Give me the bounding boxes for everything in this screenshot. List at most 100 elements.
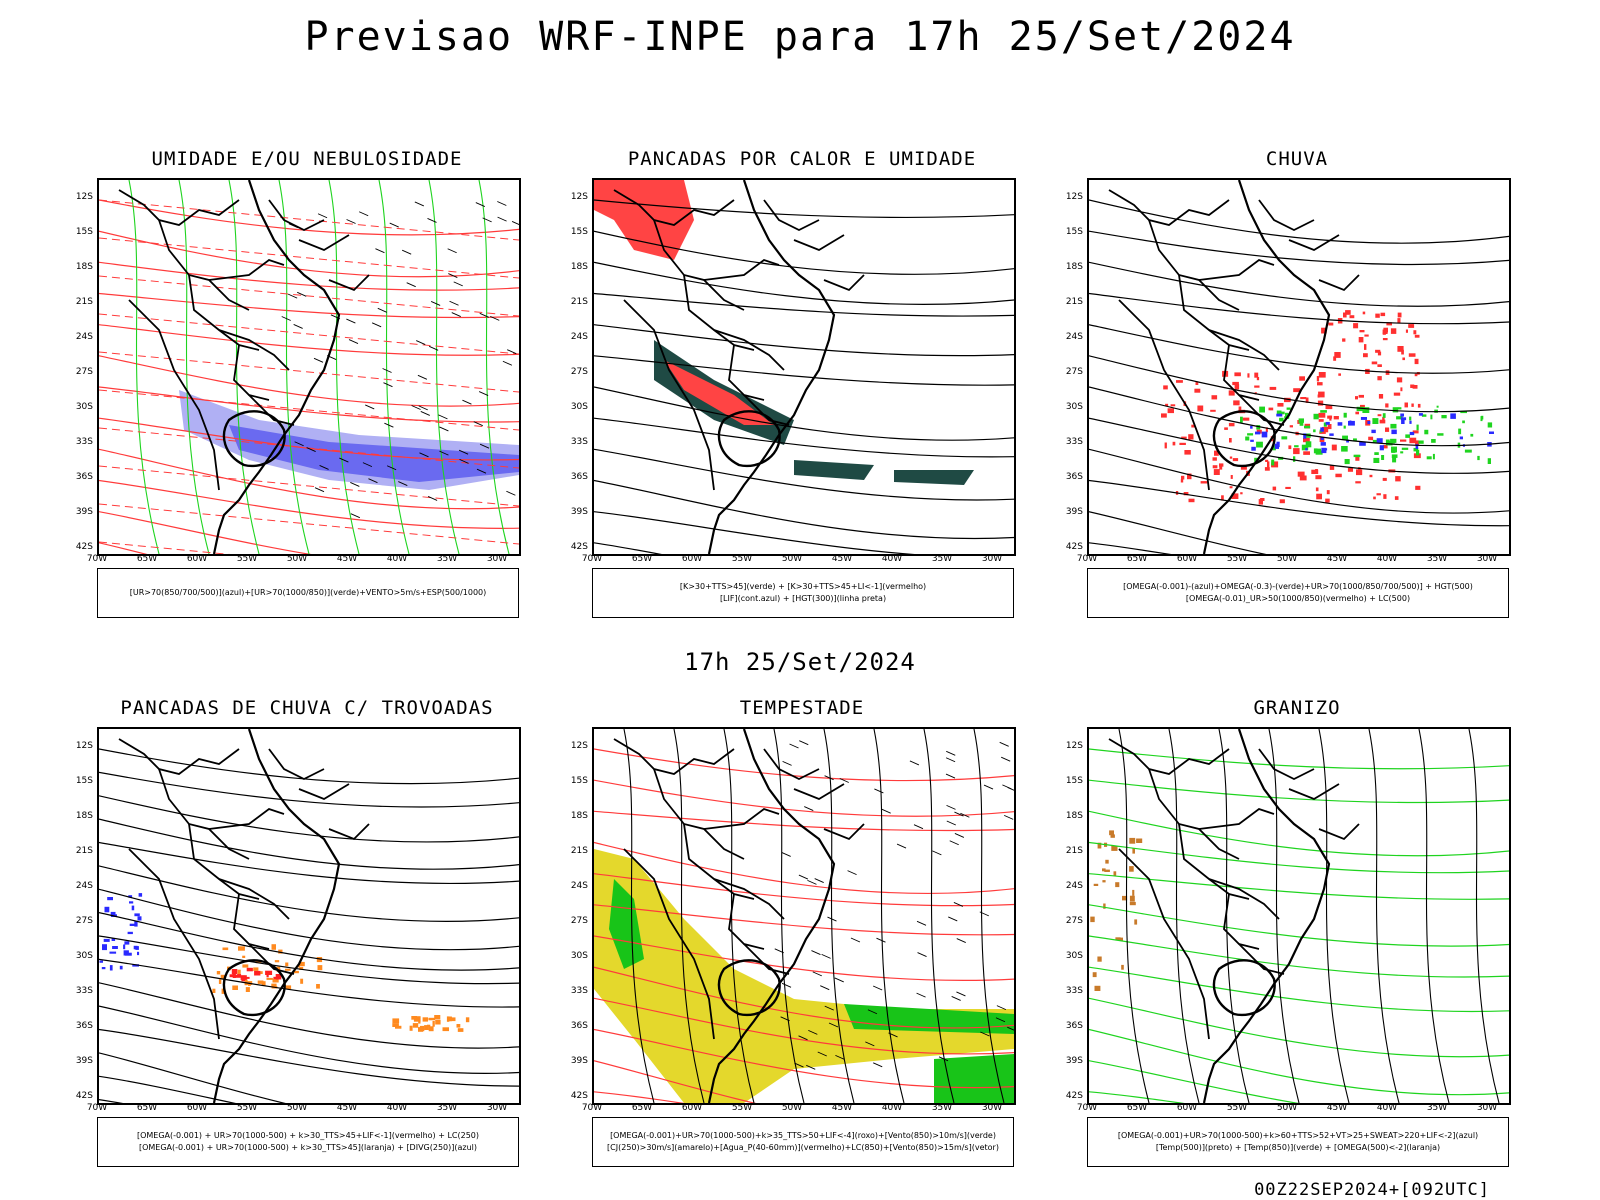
rain-cell [1329, 415, 1332, 421]
rain-cell [1242, 417, 1250, 421]
longitude-label: 45W [1326, 1103, 1348, 1113]
thunderstorm-cell [299, 961, 305, 967]
contour-line [228, 180, 260, 554]
longitude-label: 70W [1076, 554, 1098, 564]
rain-cell [1401, 419, 1405, 424]
wind-vector [420, 411, 430, 416]
wind-vector [427, 496, 438, 501]
convective-area [894, 470, 974, 485]
state-border [717, 410, 781, 468]
latitude-label: 15S [75, 776, 93, 786]
rain-cell [1320, 437, 1324, 440]
rain-cell [1432, 453, 1435, 460]
political-border [208, 807, 285, 830]
latitude-label: 36S [1065, 472, 1083, 482]
rain-cell [1430, 414, 1433, 420]
thunderstorm-cell [316, 957, 323, 963]
thunderstorm-cell [254, 970, 261, 976]
latitude-label: 36S [75, 1021, 93, 1031]
wind-vector [799, 740, 809, 746]
latitude-label: 24S [570, 881, 588, 891]
latitude-label: 15S [1065, 227, 1083, 237]
longitude-label: 40W [881, 554, 903, 564]
hail-cell [1102, 880, 1106, 883]
divergence-cell [123, 950, 129, 956]
rain-cell [1294, 445, 1299, 448]
rain-cell [1409, 420, 1412, 424]
political-border [823, 823, 865, 841]
thunderstorm-cell [234, 974, 241, 978]
thunderstorm-cell [212, 988, 216, 993]
rain-cell [1437, 433, 1444, 436]
rain-cell [1179, 442, 1186, 445]
thickness-line [99, 275, 519, 317]
hail-cell [1121, 964, 1124, 970]
rain-cell [1285, 412, 1289, 417]
rain-cell [1327, 424, 1332, 430]
state-border [1212, 410, 1276, 468]
rain-cell [1364, 344, 1367, 350]
rain-cell [1214, 450, 1219, 456]
rain-cell [1303, 451, 1310, 455]
rain-cell [1187, 473, 1192, 480]
rain-cell [1353, 438, 1357, 441]
panel-title: CHUVA [1265, 148, 1329, 170]
longitude-label: 55W [236, 554, 258, 564]
wind-vector [478, 391, 489, 396]
rain-cell [1397, 407, 1402, 410]
rain-cell [1358, 337, 1364, 343]
rain-cell [1279, 417, 1284, 422]
latitude-label: 21S [570, 846, 588, 856]
weather-map-svg [594, 729, 1014, 1103]
rain-cell [1372, 439, 1379, 443]
rain-cell [1394, 496, 1399, 500]
thickness-line [99, 389, 519, 431]
longitude-label: 45W [1326, 554, 1348, 564]
wind-vector [781, 982, 792, 988]
contour-line [594, 841, 1014, 895]
political-border [1223, 893, 1260, 950]
thunderstorm-cell [422, 1017, 428, 1022]
contour-line [99, 935, 519, 985]
wind-vector [475, 202, 486, 207]
latitude-label: 36S [1065, 1021, 1083, 1031]
wind-vector [807, 879, 817, 885]
rain-cell [1167, 408, 1174, 414]
contour-line [99, 1028, 519, 1087]
thunderstorm-cell [242, 955, 246, 958]
weather-map-svg [594, 180, 1014, 554]
divergence-cell [103, 938, 110, 942]
wind-vector [502, 360, 513, 366]
contour-line [328, 180, 360, 554]
wind-vector [383, 382, 393, 388]
wind-vector [888, 1032, 898, 1038]
rain-cell [1276, 413, 1283, 417]
rain-cell [1301, 444, 1309, 451]
legend-line: [UR>70(850/700/500)](azul)+[UR>70(1000/8… [129, 588, 487, 597]
latitude-label: 18S [570, 262, 588, 272]
rain-cell [1315, 487, 1319, 492]
contour-line [1468, 729, 1500, 1103]
rain-cell [1180, 479, 1184, 483]
divergence-cell [137, 916, 142, 921]
political-border [208, 258, 285, 281]
latitude-label: 27S [570, 916, 588, 926]
thunderstorm-cell [261, 981, 266, 986]
contour-line [99, 386, 519, 423]
rain-cell [1388, 440, 1393, 446]
rain-cell [1191, 424, 1196, 428]
rain-cell [1219, 464, 1223, 470]
rain-cell [1277, 403, 1284, 407]
longitude-label: 35W [1426, 1103, 1448, 1113]
thunderstorm-cell [395, 1025, 402, 1029]
rain-cell [1224, 427, 1228, 430]
latitude-label: 30S [75, 951, 93, 961]
contour-line [1089, 1028, 1509, 1096]
rain-cell [1269, 386, 1277, 390]
rain-cell [1315, 448, 1322, 453]
political-border [1148, 219, 1240, 311]
contour-line [99, 748, 519, 785]
rain-cell [1378, 394, 1384, 399]
rain-cell [1258, 499, 1263, 505]
rain-cell [1272, 486, 1277, 491]
